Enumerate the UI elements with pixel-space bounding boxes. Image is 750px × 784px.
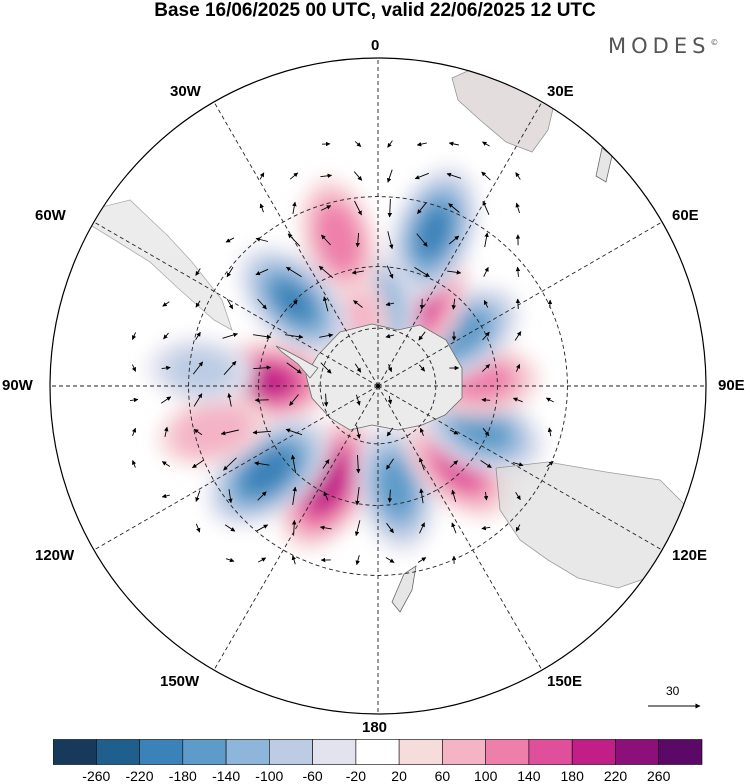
colorbar-tick-label: 20 <box>391 768 407 784</box>
colorbar-tick-label: -100 <box>255 768 283 784</box>
reference-vector-label: 30 <box>666 684 679 698</box>
colorbar-swatch <box>53 740 96 765</box>
colorbar-swatch <box>313 740 356 765</box>
lon-label-90e: 90E <box>718 378 745 394</box>
wind-arrow <box>482 400 490 401</box>
colorbar-tick-label: -20 <box>346 768 366 784</box>
wind-arrow <box>518 299 519 309</box>
lon-label-60w: 60W <box>35 208 66 224</box>
colorbar-tick-label: -220 <box>125 768 153 784</box>
colorbar-swatch <box>96 740 139 765</box>
colorbar-swatch <box>572 740 615 765</box>
lon-label-60e: 60E <box>672 208 699 224</box>
lon-label-0: 0 <box>371 38 379 54</box>
lon-label-150e: 150E <box>547 674 582 690</box>
colorbar-swatch <box>616 740 659 765</box>
colorbar-swatch <box>183 740 226 765</box>
colorbar-tick-label: 180 <box>561 768 584 784</box>
colorbar-swatch <box>442 740 485 765</box>
colorbar-swatch <box>356 740 399 765</box>
colorbar-tick-label: 100 <box>474 768 497 784</box>
lon-label-90w: 90W <box>2 378 33 394</box>
colorbar <box>53 739 703 765</box>
south-pole-marker <box>376 384 380 388</box>
lon-label-120e: 120E <box>672 548 707 564</box>
colorbar-tick-label: -140 <box>212 768 240 784</box>
lon-label-150w: 150W <box>160 674 199 690</box>
lon-label-180: 180 <box>362 720 387 736</box>
lon-label-30e: 30E <box>547 84 574 100</box>
colorbar-tick-label: 260 <box>647 768 670 784</box>
colorbar-tick-label: -60 <box>302 768 322 784</box>
colorbar-swatch <box>486 740 529 765</box>
colorbar-swatch <box>269 740 312 765</box>
colorbar-tick-label: -180 <box>169 768 197 784</box>
colorbar-tick-label: -260 <box>82 768 110 784</box>
colorbar-swatch <box>140 740 183 765</box>
lon-label-30w: 30W <box>170 84 201 100</box>
colorbar-swatch <box>659 740 702 765</box>
colorbar-swatch <box>399 740 442 765</box>
colorbar-tick-label: 140 <box>517 768 540 784</box>
colorbar-swatch <box>226 740 269 765</box>
colorbar-tick-label: 60 <box>435 768 451 784</box>
colorbar-swatch <box>529 740 572 765</box>
lon-label-120w: 120W <box>35 548 74 564</box>
colorbar-tick-label: 220 <box>604 768 627 784</box>
